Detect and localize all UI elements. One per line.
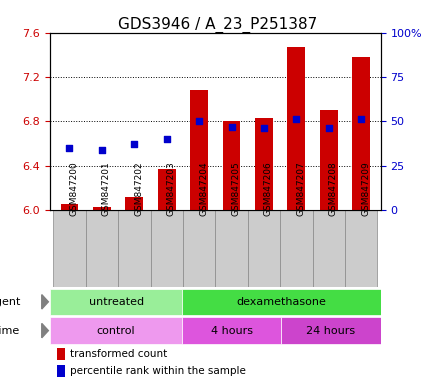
Bar [281,317,380,344]
Bar [254,118,272,210]
Text: GSM847201: GSM847201 [102,161,111,216]
Text: GSM847200: GSM847200 [69,161,78,216]
Bar [118,210,150,287]
Text: GSM847205: GSM847205 [231,161,240,216]
Bar [319,110,337,210]
Bar [93,207,111,210]
Point [131,141,138,147]
Point [260,125,267,131]
Bar [150,210,182,287]
Bar [56,348,65,360]
Bar [182,288,380,315]
Bar [352,57,369,210]
Polygon shape [42,323,48,338]
Bar [50,288,182,315]
Bar [344,210,377,287]
Bar [215,210,247,287]
Bar [312,210,344,287]
Point [195,118,202,124]
Point [98,147,105,153]
Bar [56,365,65,377]
Text: control: control [97,326,135,336]
Point [66,145,73,151]
Bar [247,210,279,287]
Point [227,124,234,130]
Text: percentile rank within the sample: percentile rank within the sample [70,366,245,376]
Text: GSM847206: GSM847206 [263,161,272,216]
Text: GSM847202: GSM847202 [134,161,143,216]
Text: 24 hours: 24 hours [306,326,355,336]
Bar [85,210,118,287]
Text: GSM847207: GSM847207 [296,161,305,216]
Bar [287,47,305,210]
Text: agent: agent [0,297,20,307]
Bar [190,90,207,210]
Text: GSM847209: GSM847209 [360,161,369,216]
Text: transformed count: transformed count [70,349,167,359]
Text: GSM847204: GSM847204 [199,161,207,216]
Text: time: time [0,326,20,336]
Text: 4 hours: 4 hours [210,326,252,336]
Point [357,116,364,122]
Text: GDS3946 / A_23_P251387: GDS3946 / A_23_P251387 [118,17,316,33]
Bar [279,210,312,287]
Text: dexamethasone: dexamethasone [236,297,326,307]
Point [325,125,332,131]
Bar [50,317,182,344]
Text: GSM847208: GSM847208 [328,161,337,216]
Bar [60,204,78,210]
Point [163,136,170,142]
Polygon shape [42,295,48,309]
Text: GSM847203: GSM847203 [166,161,175,216]
Bar [125,197,143,210]
Text: untreated: untreated [89,297,143,307]
Point [292,116,299,122]
Bar [158,169,175,210]
Bar [53,210,85,287]
Bar [222,121,240,210]
Bar [182,210,215,287]
Bar [182,317,281,344]
